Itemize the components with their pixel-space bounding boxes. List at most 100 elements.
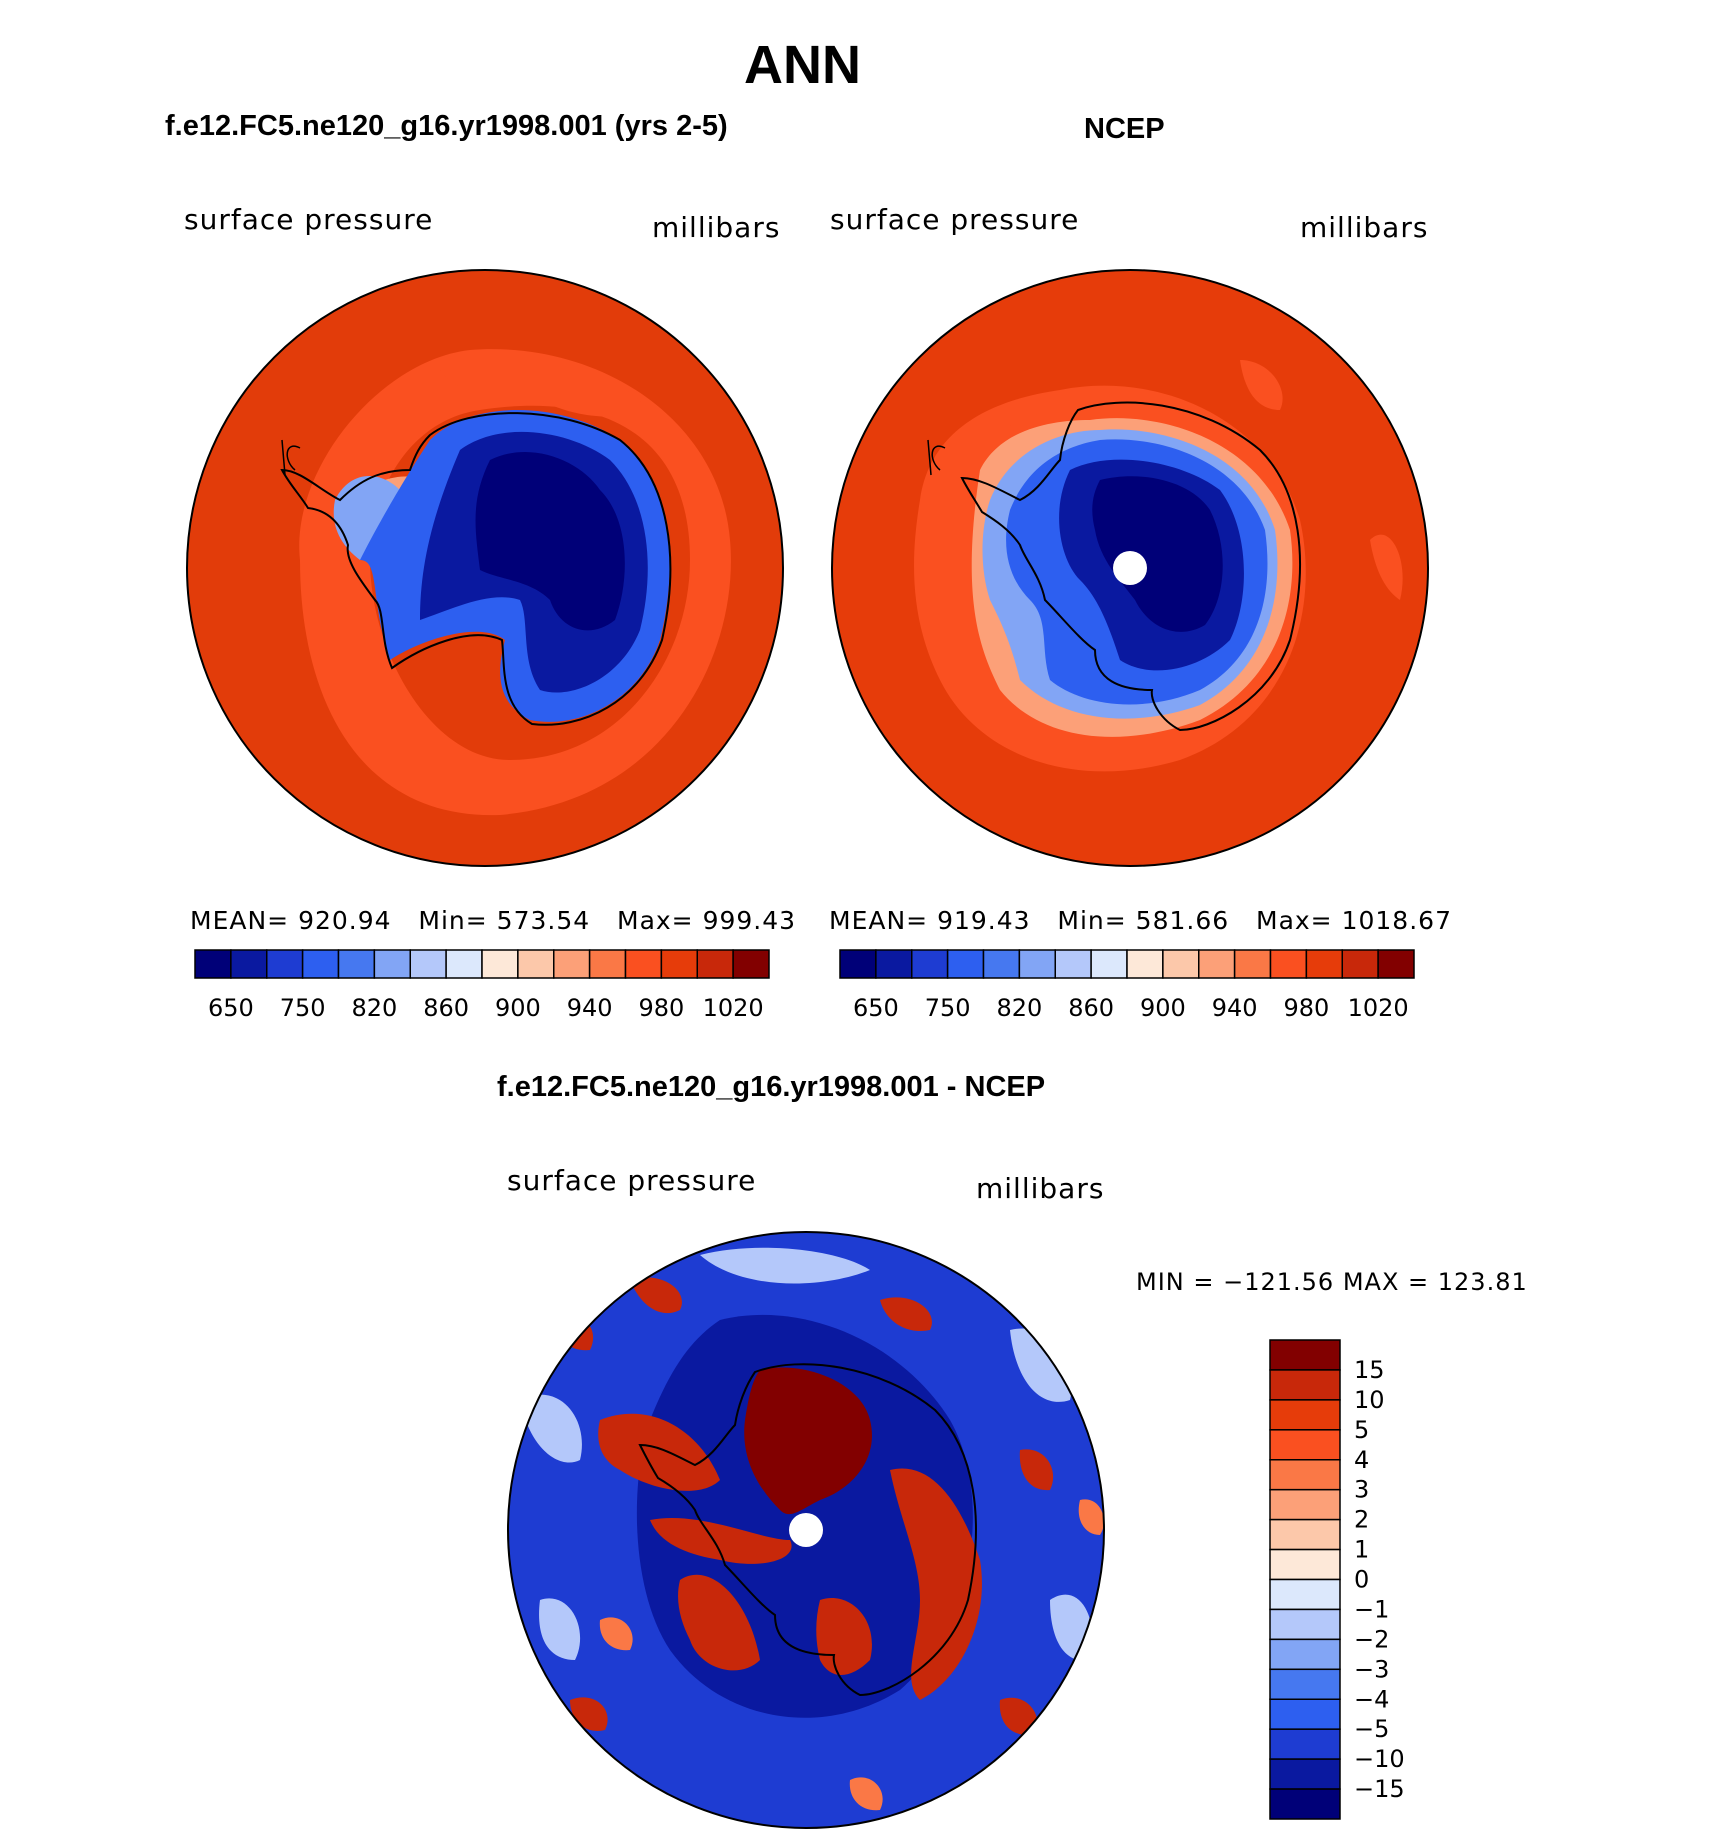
obs-colorbar-swatch xyxy=(982,949,1021,979)
model-colorbar-swatch xyxy=(409,949,447,979)
model-colorbar-swatch xyxy=(337,949,376,979)
model-colorbar-tick-label: 1020 xyxy=(703,994,764,1022)
diff-colorbar-tick-label: −3 xyxy=(1354,1655,1389,1683)
diff-colorbar-tick-label: 10 xyxy=(1354,1386,1385,1414)
diff-colorbar-tick-label: −15 xyxy=(1354,1775,1405,1803)
model-colorbar-swatch xyxy=(588,949,627,979)
model-mean-value: 920.94 xyxy=(298,906,392,935)
diff-colorbar-tick-label: 0 xyxy=(1354,1566,1369,1594)
model-max-label: Max= xyxy=(617,906,694,935)
obs-colorbar-tick-label: 980 xyxy=(1283,994,1329,1022)
model-variable-label: surface pressure xyxy=(184,203,434,236)
obs-max-label: Max= xyxy=(1256,906,1333,935)
model-stats: MEAN= 920.94 Min= 573.54 Max= 999.43 xyxy=(190,906,796,935)
obs-colorbar-swatch xyxy=(875,949,913,979)
model-colorbar-swatch xyxy=(481,949,519,979)
diff-colorbar-swatch xyxy=(1269,1399,1341,1431)
obs-mean-value: 919.43 xyxy=(937,906,1031,935)
diff-colorbar-tick-label: −1 xyxy=(1354,1595,1389,1623)
model-colorbar-swatch xyxy=(696,949,734,979)
obs-colorbar-swatch xyxy=(1377,949,1415,979)
main-title: ANN xyxy=(744,35,861,95)
diff-colorbar-swatch xyxy=(1269,1788,1341,1820)
model-mean-label: MEAN= xyxy=(190,906,290,935)
diff-units-label: millibars xyxy=(976,1172,1105,1205)
obs-colorbar-swatch xyxy=(1269,949,1308,979)
obs-colorbar-swatch xyxy=(1198,949,1236,979)
obs-colorbar-tick-label: 650 xyxy=(853,994,899,1022)
model-colorbar-swatch xyxy=(732,949,770,979)
diff-colorbar-swatch xyxy=(1269,1698,1341,1730)
model-colorbar-swatch xyxy=(517,949,555,979)
obs-variable-label: surface pressure xyxy=(830,203,1080,236)
diff-panel-heading: f.e12.FC5.ne120_g16.yr1998.001 - NCEP xyxy=(497,1071,1046,1103)
obs-colorbar: 650 750 820 860 900 940 980 1020 xyxy=(839,949,1415,1022)
obs-colorbar-tick-label: 900 xyxy=(1140,994,1186,1022)
obs-colorbar-swatch xyxy=(1126,949,1164,979)
model-colorbar-swatch xyxy=(194,949,232,979)
diff-colorbar-tick-label: 1 xyxy=(1354,1536,1369,1564)
diff-colorbar-swatch xyxy=(1269,1668,1341,1700)
diff-colorbar-tick-label: −2 xyxy=(1354,1625,1389,1653)
diff-colorbar-tick-label: −4 xyxy=(1354,1685,1389,1713)
diff-colorbar-tick-label: −10 xyxy=(1354,1745,1405,1773)
model-min-label: Min= xyxy=(418,906,488,935)
obs-colorbar-swatch xyxy=(1233,949,1272,979)
diff-colorbar-swatch xyxy=(1269,1638,1341,1671)
obs-colorbar-swatch xyxy=(946,949,985,979)
obs-colorbar-tick-label: 750 xyxy=(925,994,971,1022)
diff-variable-label: surface pressure xyxy=(507,1164,757,1197)
model-colorbar-swatch xyxy=(445,949,483,979)
obs-stats: MEAN= 919.43 Min= 581.66 Max= 1018.67 xyxy=(829,906,1452,935)
model-colorbar-swatch xyxy=(230,949,268,979)
diff-colorbar-swatch xyxy=(1269,1608,1341,1641)
diff-minmax: MIN = −121.56 MAX = 123.81 xyxy=(1136,1268,1528,1296)
obs-colorbar-swatch xyxy=(1305,949,1343,979)
model-max-value: 999.43 xyxy=(702,906,797,935)
obs-colorbar-tick-label: 820 xyxy=(996,994,1042,1022)
obs-colorbar-swatch xyxy=(1090,949,1128,979)
model-min-value: 573.54 xyxy=(496,906,591,935)
model-map xyxy=(187,270,783,866)
obs-min-label: Min= xyxy=(1057,906,1127,935)
diff-colorbar-swatch xyxy=(1269,1459,1341,1491)
diff-colorbar-swatch xyxy=(1269,1488,1341,1521)
obs-colorbar-swatch xyxy=(911,949,949,979)
obs-max-value: 1018.67 xyxy=(1341,906,1452,935)
obs-colorbar-swatch xyxy=(1054,949,1092,979)
model-colorbar-swatch xyxy=(660,949,698,979)
model-panel-heading: f.e12.FC5.ne120_g16.yr1998.001 (yrs 2-5) xyxy=(165,110,728,142)
obs-units-label: millibars xyxy=(1300,211,1429,244)
diff-colorbar-swatch xyxy=(1269,1518,1341,1551)
diff-colorbar-swatch xyxy=(1269,1339,1341,1371)
diff-colorbar-swatch xyxy=(1269,1429,1341,1461)
obs-colorbar-swatch xyxy=(1018,949,1056,979)
model-colorbar-tick-label: 860 xyxy=(423,994,469,1022)
diff-colorbar-tick-label: 3 xyxy=(1354,1476,1369,1504)
model-colorbar-tick-label: 940 xyxy=(567,994,613,1022)
model-colorbar-swatch xyxy=(266,949,304,979)
model-colorbar-tick-label: 820 xyxy=(351,994,397,1022)
model-colorbar-swatch xyxy=(553,949,591,979)
obs-min-value: 581.66 xyxy=(1135,906,1230,935)
model-colorbar-swatch xyxy=(301,949,340,979)
model-colorbar-tick-label: 650 xyxy=(208,994,254,1022)
model-colorbar-swatch xyxy=(373,949,411,979)
obs-colorbar-swatch xyxy=(839,949,877,979)
model-colorbar-tick-label: 900 xyxy=(495,994,541,1022)
model-colorbar: 650 750 820 860 900 940 980 1020 xyxy=(194,949,770,1022)
obs-colorbar-tick-label: 940 xyxy=(1212,994,1258,1022)
model-colorbar-tick-label: 980 xyxy=(638,994,684,1022)
model-colorbar-swatch xyxy=(624,949,663,979)
obs-colorbar-swatch xyxy=(1162,949,1200,979)
model-colorbar-tick-label: 750 xyxy=(280,994,326,1022)
diff-map xyxy=(508,1232,1104,1828)
diff-colorbar-tick-label: 15 xyxy=(1354,1356,1385,1384)
obs-map xyxy=(832,270,1428,866)
diff-colorbar-swatch xyxy=(1269,1758,1341,1790)
obs-colorbar-tick-label: 860 xyxy=(1068,994,1114,1022)
obs-colorbar-swatch xyxy=(1341,949,1379,979)
obs-panel-heading: NCEP xyxy=(1084,113,1165,145)
